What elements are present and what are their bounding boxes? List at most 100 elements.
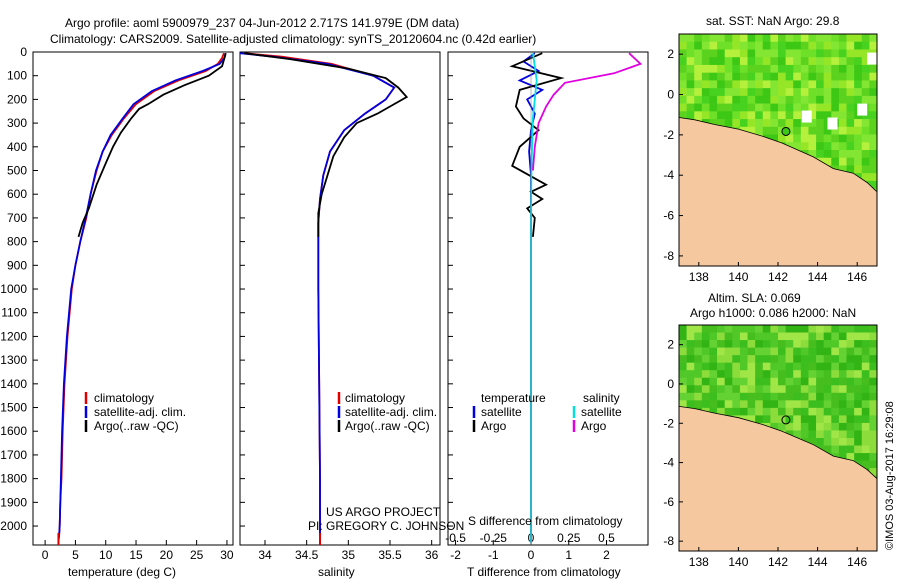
map-cell — [732, 347, 741, 356]
depth-tick-label: 2000 — [0, 519, 27, 533]
map-cell — [831, 88, 840, 97]
map-cell — [838, 165, 847, 174]
map-cell — [793, 392, 802, 401]
map-cell — [793, 400, 802, 409]
map-cell — [808, 95, 817, 104]
map-cell — [679, 49, 687, 58]
map-cell — [717, 103, 725, 112]
map-cell — [861, 49, 870, 58]
map-cell — [861, 415, 870, 424]
map-cell — [770, 103, 779, 112]
map-cell — [747, 347, 756, 356]
map-cell — [793, 347, 802, 356]
map-cell — [823, 377, 832, 386]
map-cell — [854, 80, 863, 89]
header-line1: Argo profile: aoml 5900979_237 04-Jun-20… — [65, 16, 459, 30]
map-cell — [861, 119, 870, 128]
map-cell — [838, 430, 847, 439]
map-y-tick-label: -6 — [663, 209, 674, 223]
map-cell — [770, 72, 779, 81]
map-cell — [732, 80, 741, 89]
map-cell — [739, 340, 748, 348]
map-cell — [800, 103, 809, 112]
map-cell — [770, 80, 779, 89]
legend-climatology-label: climatology — [345, 391, 405, 405]
map-cell — [846, 370, 855, 379]
map-cell — [770, 332, 779, 341]
legend-salinity-title: salinity — [583, 391, 620, 405]
map-cell — [793, 88, 802, 97]
map-cell — [854, 57, 863, 66]
x-tick-label: 25 — [190, 548, 204, 562]
map-cell — [793, 142, 802, 151]
map-cell — [846, 445, 855, 454]
map-cell — [808, 430, 817, 439]
map-cell — [762, 119, 771, 128]
map-cell — [838, 355, 847, 363]
map-cell — [701, 88, 710, 97]
map-cell — [793, 422, 802, 431]
map-cell — [831, 377, 840, 386]
map-y-tick-label: -8 — [663, 249, 674, 263]
top-tick-label: 0.5 — [598, 531, 615, 545]
map-cell — [709, 407, 718, 416]
map-cell — [854, 422, 863, 431]
map-cell — [808, 362, 817, 371]
map-cell — [831, 49, 840, 58]
map-cell — [831, 95, 840, 104]
map-cell — [717, 119, 725, 128]
map-cell — [770, 34, 779, 43]
map-cell — [755, 72, 764, 81]
map-cell — [762, 72, 771, 81]
map-cell — [770, 422, 779, 431]
map-cell — [823, 385, 832, 394]
map-cell — [861, 95, 870, 104]
x-tick-label: 15 — [129, 548, 143, 562]
map-cell — [823, 111, 832, 120]
map-cell — [739, 111, 748, 120]
map-cell — [778, 347, 786, 356]
map-cell — [869, 460, 878, 469]
map-cell — [747, 392, 756, 401]
map-cell — [686, 41, 695, 50]
map-cell — [724, 400, 733, 409]
map-cell — [838, 72, 847, 81]
map-cell — [739, 64, 748, 73]
map-cell — [709, 385, 718, 394]
map-cell — [869, 180, 878, 189]
map-cell — [709, 111, 718, 120]
map-cell — [854, 340, 863, 348]
map-cell — [816, 150, 824, 159]
map-cell — [755, 407, 764, 416]
map-cell — [869, 445, 878, 454]
map-y-tick-label: -2 — [663, 416, 674, 430]
map-cell — [732, 370, 741, 379]
map-cell — [838, 332, 847, 341]
map-cell — [816, 355, 824, 363]
map-cell — [709, 88, 718, 97]
map-cell — [800, 95, 809, 104]
map-cell — [701, 377, 710, 386]
map-cell — [778, 392, 786, 401]
map-cell — [739, 49, 748, 58]
map-cell — [846, 64, 855, 73]
map-cell — [793, 34, 802, 43]
map-cell — [717, 347, 725, 356]
map-cell — [762, 95, 771, 104]
map-cell — [816, 430, 824, 439]
map-cell — [739, 362, 748, 371]
map-cell — [816, 95, 824, 104]
map-bottom-title1: Altim. SLA: 0.069 — [708, 291, 801, 305]
map-cell — [701, 57, 710, 66]
depth-tick-label: 800 — [7, 235, 27, 249]
map-cell — [724, 57, 733, 66]
map-cell — [793, 362, 802, 371]
map-cell — [816, 325, 824, 333]
map-cell — [861, 80, 870, 89]
depth-tick-label: 300 — [7, 116, 27, 130]
top-tick-label: -0.5 — [445, 531, 466, 545]
map-cell — [747, 340, 756, 348]
map-cell — [778, 34, 786, 43]
map-cell — [869, 392, 878, 401]
map-cell — [869, 111, 878, 120]
